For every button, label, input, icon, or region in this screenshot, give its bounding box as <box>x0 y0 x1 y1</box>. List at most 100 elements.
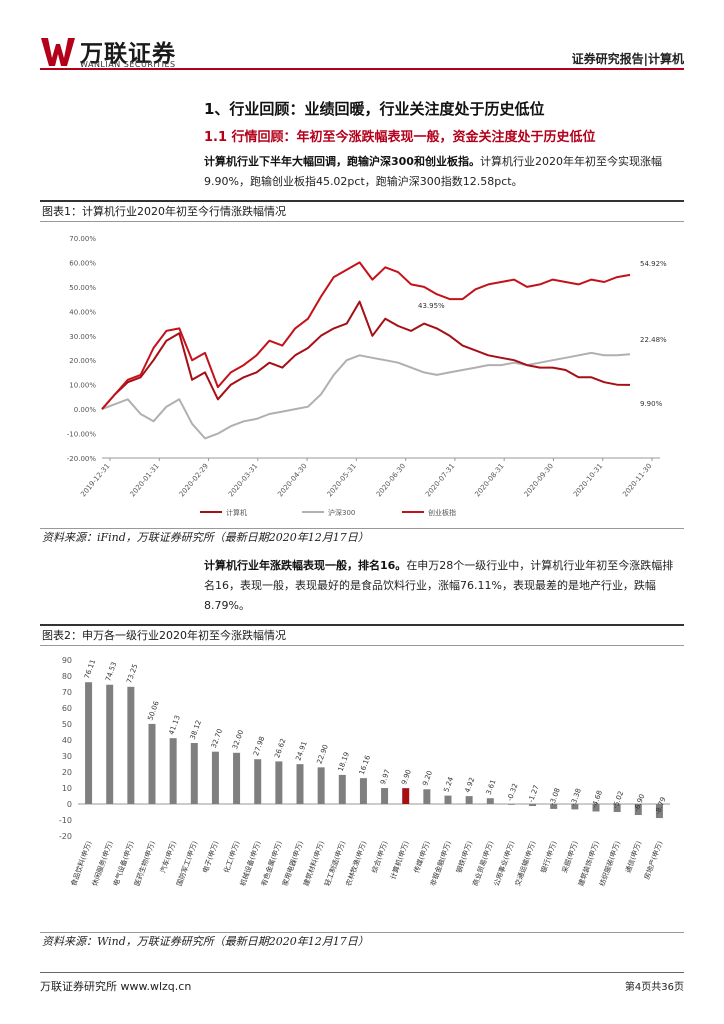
category-label: 采掘(申万) <box>560 839 580 874</box>
category-label: 交通运输(申万) <box>513 839 538 887</box>
line-chart: 70.00% 60.00% 50.00% 40.00% 30.00% 20.00% 10.0… <box>67 235 667 517</box>
header-divider <box>40 68 684 70</box>
section-title: 1、行业回顾：业绩回暖，行业关注度处于历史低位 <box>204 100 545 118</box>
bar-value-label: -8.79 <box>654 796 668 816</box>
y-tick-label: 40.00% <box>69 308 96 316</box>
legend-label: 创业板指 <box>428 508 456 517</box>
page-header: 万联证券 WANLIAN SECURITIES 证券研究报告|计算机 <box>40 34 684 74</box>
category-label: 电子(申万) <box>200 839 220 874</box>
category-label: 轻工制造(申万) <box>322 839 347 887</box>
bar-value-label: 50.06 <box>146 700 161 722</box>
category-label: 计算机(申万) <box>388 839 410 880</box>
paragraph-2-body: 在申万28个一级行业中，计算机行业年初至今涨跌幅排名16，表现一般，表现最好的是… <box>204 559 674 612</box>
data-label: 22.48% <box>640 336 667 344</box>
bar-value-label: 76.11 <box>83 658 97 680</box>
category-label: 综合(申万) <box>370 839 390 874</box>
y-tick-label: 10.00% <box>69 382 96 390</box>
bar-value-label: -4.68 <box>590 789 604 809</box>
bar <box>634 804 642 816</box>
figure-2-title: 图表2：申万各一级行业2020年初至今涨跌幅情况 <box>40 624 684 646</box>
bar <box>106 684 114 804</box>
y-tick-label: 60.00% <box>69 259 96 267</box>
bar-value-label: 74.53 <box>104 661 118 683</box>
x-tick-label: 2020-09-30 <box>523 462 555 498</box>
paragraph-1-body: 计算机行业2020年年初至今实现涨幅9.90%，跑输创业板指45.02pct，跑… <box>204 155 662 188</box>
y-tick-label: -10.00% <box>67 431 97 439</box>
x-tick-label: 2020-02-29 <box>178 462 210 498</box>
bar <box>402 788 410 804</box>
x-tick-label: 2020-07-31 <box>424 462 456 498</box>
y-tick-label: 60 <box>62 704 72 713</box>
bar-value-label: 9.97 <box>379 768 392 785</box>
x-tick-label: 2020-11-30 <box>621 462 653 498</box>
footer-left: 万联证券研究所 www.wlzq.cn <box>40 980 192 993</box>
bar <box>233 752 241 804</box>
bar <box>254 759 262 804</box>
category-label: 钢铁(申万) <box>454 839 474 874</box>
category-label: 化工(申万) <box>222 839 242 874</box>
bar-value-label: -6.90 <box>633 793 647 813</box>
paragraph-1-lead: 计算机行业下半年大幅回调，跑输沪深300和创业板指。 <box>204 155 480 168</box>
bar-value-label: -0.32 <box>506 782 520 802</box>
legend-label: 计算机 <box>226 508 247 517</box>
category-label: 医药生物(申万) <box>132 839 157 887</box>
bar <box>190 743 198 804</box>
x-tick-label: 2020-06-30 <box>375 462 407 498</box>
category-label: 家用电器(申万) <box>280 839 305 887</box>
category-label: 银行(申万) <box>539 839 559 874</box>
bar <box>127 686 135 804</box>
y-tick-label: 70 <box>62 688 72 697</box>
category-label: 农林牧渔(申万) <box>344 839 369 887</box>
subsection-title: 1.1 行情回顾：年初至今涨跌幅表现一般，资金关注度处于历史低位 <box>204 130 596 145</box>
bar-value-label: 32.00 <box>231 729 245 751</box>
bar-value-label: 9.90 <box>400 768 413 785</box>
bar <box>85 682 93 804</box>
bar <box>529 804 537 807</box>
category-label: 休闲服务(申万) <box>90 839 115 887</box>
bar-value-label: 41.13 <box>168 714 182 736</box>
category-label: 机械设备(申万) <box>238 839 263 887</box>
bar-value-label: 24.91 <box>294 740 308 762</box>
y-tick-label: 80 <box>62 672 72 681</box>
category-label: 通信(申万) <box>623 839 643 874</box>
category-label: 电气设备(申万) <box>111 839 136 887</box>
bar-chart: 90 80 70 60 50 40 30 20 10 0 -10 -20 76.11 食品饮料(申万) 74… <box>59 656 670 887</box>
bar <box>148 723 156 804</box>
bar-value-label: -1.27 <box>527 784 541 804</box>
bar-value-label: 38.12 <box>189 719 203 741</box>
bar <box>655 804 663 819</box>
bar-value-label: 26.62 <box>273 738 287 760</box>
bar <box>359 778 367 804</box>
bar <box>381 788 389 804</box>
bar <box>296 764 304 804</box>
bar <box>592 804 600 812</box>
y-tick-label: 70.00% <box>69 235 96 243</box>
figure-1-title: 图表1：计算机行业2020年初至今行情涨跌幅情况 <box>40 200 684 222</box>
bar-value-label: 5.24 <box>442 775 455 793</box>
bar <box>338 774 346 804</box>
figure-2-source: 资料来源：Wind，万联证券研究所（最新日期2020年12月17日） <box>40 932 684 951</box>
series-line-计算机 <box>101 300 631 410</box>
bar <box>571 804 579 810</box>
bar <box>444 795 452 804</box>
bar-value-label: 9.20 <box>421 770 434 787</box>
category-label: 有色金属(申万) <box>259 839 284 887</box>
category-label: 建筑装饰(申万) <box>576 839 601 887</box>
bar-value-label: 4.92 <box>464 776 477 793</box>
x-tick-label: 2020-10-31 <box>572 462 604 498</box>
data-label: 43.95% <box>418 302 445 310</box>
y-tick-label: 20 <box>62 768 72 777</box>
category-label: 汽车(申万) <box>158 839 178 874</box>
category-label: 国防军工(申万) <box>174 839 199 887</box>
bar <box>169 738 177 804</box>
y-tick-label: 30.00% <box>69 333 96 341</box>
y-tick-label: 30 <box>62 752 72 761</box>
y-tick-label: 10 <box>62 784 72 793</box>
y-tick-label: -10 <box>59 816 72 825</box>
data-label: 9.90% <box>640 400 663 408</box>
category-label: 非银金融(申万) <box>428 839 453 887</box>
paragraph-1: 计算机行业下半年大幅回调，跑输沪深300和创业板指。计算机行业2020年年初至今… <box>204 152 674 192</box>
report-type: 证券研究报告|计算机 <box>571 52 684 66</box>
bar-value-label: 3.61 <box>485 779 498 796</box>
page-number: 第4页共36页 <box>624 982 684 993</box>
